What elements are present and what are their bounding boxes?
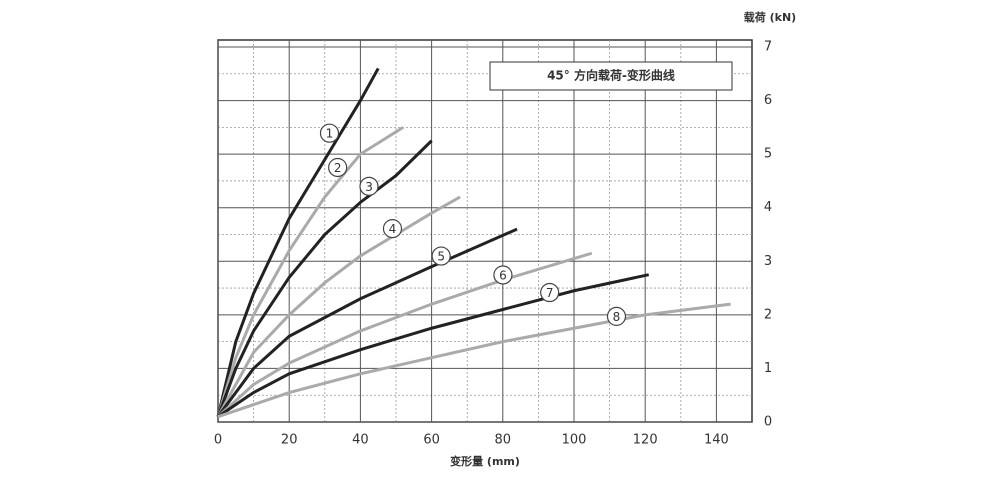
series-line [216,67,380,417]
series-label: 6 [499,268,507,282]
y-axis-title: 载荷 (kN) [744,10,796,24]
series-label-circle [540,282,560,303]
series-label-circle [359,176,379,196]
series-label-circle [319,123,340,143]
series-line [217,302,731,419]
series-line [216,126,404,418]
series-label: 2 [334,161,342,175]
y-tick-label: 7 [764,40,772,55]
y-tick-label: 4 [764,200,772,215]
series-label-circle [431,246,451,266]
title-box [489,61,733,91]
plot-area [217,39,753,423]
y-tick-label: 6 [764,93,772,108]
x-tick-label: 140 [704,433,729,448]
series-label: 5 [437,250,445,264]
x-axis-title: 变形量 (mm) [450,454,520,468]
x-tick-label: 0 [214,433,222,448]
x-tick-label: 80 [495,433,512,448]
series-line [216,139,433,418]
series-label-circle [328,157,348,178]
series-label-circle [606,306,627,326]
series-label: 3 [365,180,373,194]
series-label-circle [493,265,513,285]
series-label-circle [382,219,403,239]
x-tick-label: 120 [633,433,658,448]
series-label: 7 [546,286,554,300]
chart-title: 45° 方向载荷-变形曲线 [547,68,675,83]
x-tick-label: 40 [352,433,369,448]
y-tick-label: 2 [764,307,772,322]
x-tick-label: 60 [423,433,440,448]
y-tick-label: 3 [764,254,772,269]
series-line [216,195,461,418]
x-tick-label: 20 [281,433,298,448]
y-tick-label: 1 [764,361,772,376]
x-tick-label: 100 [562,433,587,448]
series-label: 4 [389,222,397,236]
y-tick-label: 5 [764,147,772,162]
series-label: 8 [613,310,621,324]
series-label: 1 [326,127,334,141]
series-line [217,273,650,418]
y-tick-label: 0 [764,415,772,430]
